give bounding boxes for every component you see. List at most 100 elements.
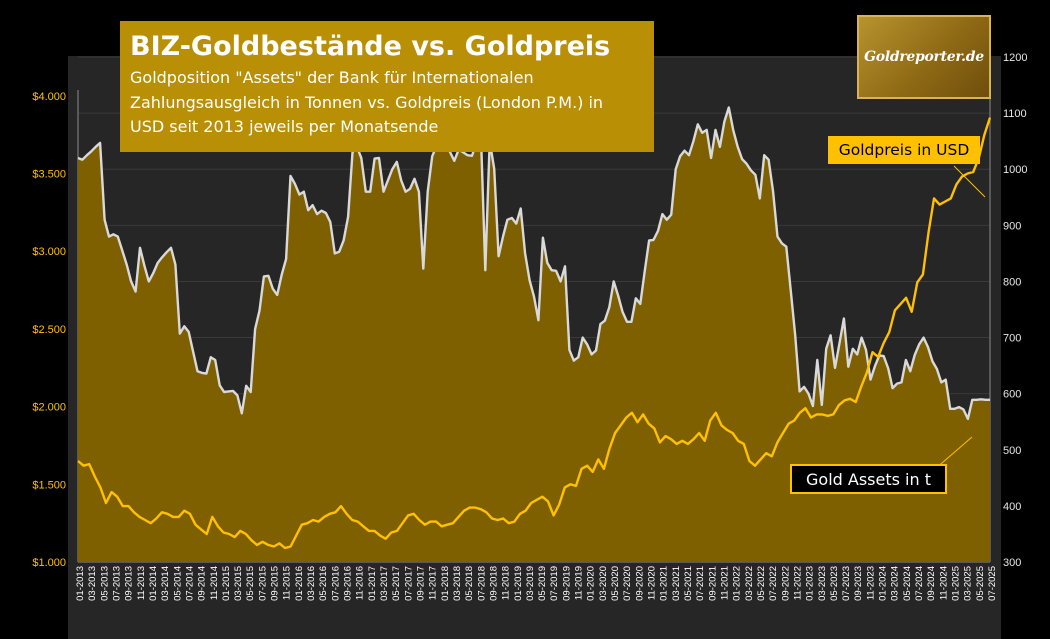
left-tick-label: $2.000 xyxy=(32,402,66,414)
x-tick-label: 01-2018 xyxy=(440,566,451,601)
x-tick-label: 11-2015 xyxy=(282,566,293,600)
x-tick-label: 11-2013 xyxy=(136,566,147,600)
right-tick-label: 700 xyxy=(1003,333,1021,345)
x-tick-label: 07-2024 xyxy=(914,566,925,601)
x-tick-label: 09-2022 xyxy=(780,566,791,601)
x-tick-label: 07-2023 xyxy=(841,566,852,601)
x-tick-label: 01-2014 xyxy=(148,566,159,601)
right-tick-label: 1000 xyxy=(1003,164,1027,176)
x-tick-label: 07-2018 xyxy=(476,566,487,601)
x-tick-label: 11-2023 xyxy=(865,566,876,600)
x-tick-label: 05-2025 xyxy=(975,566,986,601)
x-tick-label: 09-2023 xyxy=(853,566,864,601)
left-tick-label: $1.000 xyxy=(32,557,66,569)
x-tick-label: 07-2017 xyxy=(403,566,414,601)
x-tick-label: 03-2022 xyxy=(744,566,755,601)
subtitle-line: Zahlungsausgleich in Tonnen vs. Goldprei… xyxy=(130,92,604,112)
x-tick-label: 03-2025 xyxy=(963,566,974,601)
price-label-leader xyxy=(953,165,986,198)
x-tick-label: 01-2016 xyxy=(294,566,305,601)
x-tick-label: 01-2023 xyxy=(805,566,816,601)
x-tick-label: 03-2015 xyxy=(233,566,244,601)
assets-series-label: Gold Assets in t xyxy=(790,464,947,494)
x-tick-label: 05-2022 xyxy=(756,566,767,601)
x-tick-label: 05-2015 xyxy=(245,566,256,601)
price-line xyxy=(77,117,992,550)
x-tick-label: 01-2025 xyxy=(951,566,962,601)
x-tick-label: 11-2020 xyxy=(647,566,658,600)
left-tick-label: $4.000 xyxy=(32,91,66,103)
x-tick-label: 05-2017 xyxy=(391,566,402,601)
subtitle-line: USD seit 2013 jeweils per Monatsende xyxy=(130,117,439,136)
right-tick-label: 500 xyxy=(1003,445,1021,457)
x-tick-label: 03-2014 xyxy=(160,566,171,601)
x-tick-label: 05-2016 xyxy=(318,566,329,601)
assets-area xyxy=(78,107,990,562)
x-tick-label: 09-2024 xyxy=(926,566,937,601)
x-tick-label: 11-2019 xyxy=(574,566,585,600)
x-tick-label: 09-2017 xyxy=(416,566,427,601)
x-tick-label: 11-2024 xyxy=(938,566,949,600)
price-series xyxy=(77,117,992,550)
x-tick-label: 07-2025 xyxy=(987,566,998,601)
goldreporter-logo: Goldreporter.de xyxy=(857,15,991,99)
x-tick-label: 05-2013 xyxy=(99,566,110,601)
x-tick-label: 05-2018 xyxy=(464,566,475,601)
x-tick-label: 03-2020 xyxy=(598,566,609,601)
x-tick-label: 03-2024 xyxy=(890,566,901,601)
right-tick-label: 1100 xyxy=(1003,108,1027,120)
x-tick-label: 01-2013 xyxy=(75,566,86,601)
subtitle-line: Goldposition "Assets" der Bank für Inter… xyxy=(130,68,534,87)
x-tick-label: 03-2023 xyxy=(817,566,828,601)
assets-line xyxy=(77,106,990,421)
x-tick-label: 11-2016 xyxy=(355,566,366,600)
x-tick-label: 07-2021 xyxy=(695,566,706,601)
x-tick-label: 09-2020 xyxy=(634,566,645,601)
x-tick-label: 09-2015 xyxy=(270,566,281,601)
x-tick-label: 07-2014 xyxy=(184,566,195,601)
x-tick-label: 05-2021 xyxy=(683,566,694,601)
x-tick-label: 01-2020 xyxy=(586,566,597,601)
x-tick-label: 11-2018 xyxy=(501,566,512,600)
assets-series xyxy=(77,106,990,562)
right-tick-label: 400 xyxy=(1003,501,1021,513)
x-tick-label: 01-2019 xyxy=(513,566,524,601)
x-tick-label: 11-2014 xyxy=(209,566,220,600)
x-tick-label: 03-2018 xyxy=(452,566,463,601)
x-tick-label: 05-2024 xyxy=(902,566,913,601)
x-tick-label: 01-2015 xyxy=(221,566,232,601)
x-tick-label: 01-2022 xyxy=(732,566,743,601)
x-tick-label: 03-2013 xyxy=(87,566,98,601)
x-tick-label: 07-2019 xyxy=(549,566,560,601)
x-tick-label: 07-2022 xyxy=(768,566,779,601)
x-tick-label: 03-2017 xyxy=(379,566,390,601)
x-tick-label: 11-2021 xyxy=(720,566,731,600)
right-tick-label: 1200 xyxy=(1003,52,1027,64)
left-tick-label: $2.500 xyxy=(32,324,66,336)
x-tick-label: 01-2024 xyxy=(878,566,889,601)
x-tick-label: 05-2020 xyxy=(610,566,621,601)
x-tick-label: 09-2019 xyxy=(561,566,572,601)
left-tick-label: $1.500 xyxy=(32,479,66,491)
right-tick-label: 300 xyxy=(1003,557,1021,569)
x-tick-label: 05-2023 xyxy=(829,566,840,601)
left-axis: $1.000 $1.500 $2.000 $2.500 $3.000 $3.500 $4.0… xyxy=(32,91,66,569)
left-tick-label: $3.000 xyxy=(32,246,66,258)
right-axis: 300 400 500 600 700 800 900 1000 1100 1200 xyxy=(1003,52,1027,569)
x-tick-label: 09-2018 xyxy=(488,566,499,601)
x-tick-label: 09-2021 xyxy=(707,566,718,601)
x-tick-label: 09-2016 xyxy=(343,566,354,601)
chart-subtitle: Goldposition "Assets" der Bank für Inter… xyxy=(130,66,654,140)
x-tick-label: 03-2016 xyxy=(306,566,317,601)
x-tick-label: 05-2014 xyxy=(172,566,183,601)
x-tick-label: 07-2013 xyxy=(112,566,123,601)
x-tick-label: 07-2016 xyxy=(330,566,341,601)
logo-text: Goldreporter.de xyxy=(864,49,984,65)
title-box: BIZ-Goldbestände vs. Goldpreis Goldposit… xyxy=(120,21,654,152)
right-tick-label: 600 xyxy=(1003,389,1021,401)
x-tick-label: 01-2021 xyxy=(659,566,670,601)
x-tick-label: 11-2017 xyxy=(428,566,439,600)
right-tick-label: 900 xyxy=(1003,220,1021,232)
x-tick-label: 03-2019 xyxy=(525,566,536,601)
left-tick-label: $3.500 xyxy=(32,169,66,181)
